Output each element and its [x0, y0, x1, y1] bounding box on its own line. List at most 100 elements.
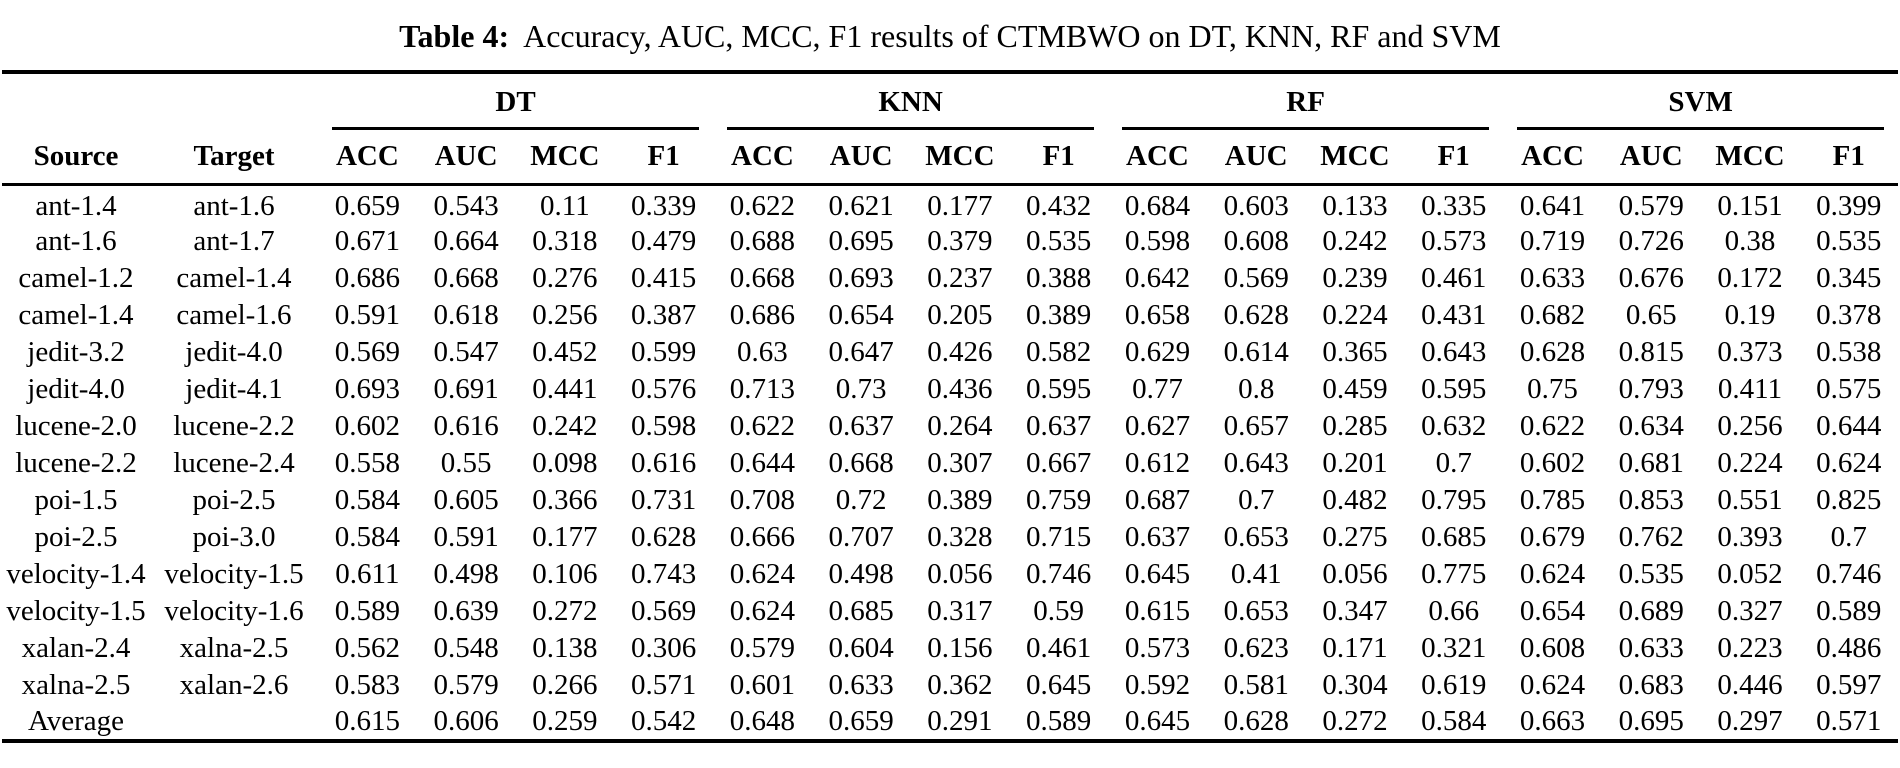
value-cell: 0.582: [1026, 335, 1092, 368]
value-cell: 0.321: [1421, 631, 1487, 664]
column-header-svm-f1: F1: [1799, 130, 1899, 186]
target-cell: jedit-4.1: [185, 372, 283, 405]
column-header-rf-acc: ACC: [1108, 130, 1207, 186]
value-cell: 0.611: [335, 557, 400, 590]
value-cell: 0.411: [1717, 372, 1783, 405]
value-cell: 0.628: [1223, 298, 1289, 331]
value-cell: 0.602: [334, 409, 400, 442]
value-cell: 0.304: [1322, 668, 1388, 701]
value-cell: 0.684: [1124, 189, 1191, 222]
target-cell: velocity-1.6: [164, 594, 304, 627]
value-cell: 0.595: [1026, 372, 1092, 405]
value-cell: 0.666: [729, 520, 796, 553]
value-cell: 0.589: [1816, 594, 1882, 627]
value-cell: 0.573: [1421, 224, 1487, 257]
table-caption: Table 4: Accuracy, AUC, MCC, F1 results …: [0, 0, 1900, 70]
value-cell: 0.256: [1717, 409, 1783, 442]
value-cell: 0.653: [1223, 594, 1289, 627]
value-cell: 0.558: [334, 446, 400, 479]
value-cell: 0.676: [1618, 261, 1684, 294]
value-cell: 0.681: [1618, 446, 1684, 479]
value-cell: 0.373: [1717, 335, 1783, 368]
target-cell: camel-1.4: [176, 261, 292, 294]
value-cell: 0.551: [1717, 483, 1783, 516]
value-cell: 0.589: [1026, 704, 1092, 737]
value-cell: 0.668: [433, 261, 499, 294]
value-cell: 0.708: [729, 483, 796, 516]
value-cell: 0.75: [1527, 372, 1578, 405]
value-cell: 0.759: [1026, 483, 1092, 516]
value-cell: 0.604: [828, 631, 894, 664]
value-cell: 0.328: [927, 520, 993, 553]
value-cell: 0.8: [1238, 372, 1275, 405]
value-cell: 0.622: [729, 409, 796, 442]
value-cell: 0.452: [532, 335, 598, 368]
value-cell: 0.629: [1124, 335, 1191, 368]
value-cell: 0.307: [927, 446, 993, 479]
value-cell: 0.535: [1026, 224, 1092, 257]
value-cell: 0.224: [1717, 446, 1783, 479]
value-cell: 0.715: [1026, 520, 1092, 553]
value-cell: 0.795: [1421, 483, 1487, 516]
value-cell: 0.584: [334, 520, 400, 553]
value-cell: 0.569: [631, 594, 697, 627]
value-cell: 0.682: [1519, 298, 1586, 331]
column-header-target: Target: [150, 130, 318, 186]
value-cell: 0.387: [631, 298, 697, 331]
value-cell: 0.73: [835, 372, 887, 405]
value-cell: 0.726: [1618, 224, 1684, 257]
value-cell: 0.291: [927, 704, 993, 737]
column-header-source: Source: [2, 130, 150, 186]
value-cell: 0.628: [1519, 335, 1586, 368]
value-cell: 0.623: [1223, 631, 1289, 664]
value-cell: 0.688: [729, 224, 796, 257]
value-cell: 0.644: [1816, 409, 1882, 442]
value-cell: 0.685: [1421, 520, 1487, 553]
value-cell: 0.633: [1618, 631, 1684, 664]
value-cell: 0.399: [1816, 189, 1882, 222]
value-cell: 0.624: [1816, 446, 1882, 479]
value-cell: 0.632: [1421, 409, 1487, 442]
group-header-spacer: [2, 72, 318, 130]
value-cell: 0.645: [1026, 668, 1092, 701]
value-cell: 0.621: [828, 189, 894, 222]
value-cell: 0.614: [1223, 335, 1289, 368]
value-cell: 0.743: [631, 557, 697, 590]
value-cell: 0.19: [1724, 298, 1776, 331]
value-cell: 0.713: [729, 372, 796, 405]
value-cell: 0.624: [1519, 668, 1586, 701]
value-cell: 0.264: [927, 409, 993, 442]
value-cell: 0.266: [532, 668, 598, 701]
value-cell: 0.7: [1435, 446, 1472, 479]
value-cell: 0.615: [334, 704, 400, 737]
value-cell: 0.825: [1816, 483, 1882, 516]
value-cell: 0.633: [828, 668, 894, 701]
value-cell: 0.415: [631, 261, 697, 294]
value-cell: 0.579: [1618, 189, 1684, 222]
source-cell: camel-1.2: [18, 261, 134, 294]
value-cell: 0.056: [927, 557, 993, 590]
value-cell: 0.668: [828, 446, 894, 479]
value-cell: 0.575: [1816, 372, 1882, 405]
value-cell: 0.63: [737, 335, 788, 368]
value-cell: 0.259: [532, 704, 598, 737]
value-cell: 0.379: [927, 224, 993, 257]
value-cell: 0.686: [334, 261, 400, 294]
value-cell: 0.201: [1322, 446, 1388, 479]
value-cell: 0.242: [1322, 224, 1388, 257]
value-cell: 0.106: [532, 557, 598, 590]
value-cell: 0.654: [828, 298, 894, 331]
value-cell: 0.275: [1322, 520, 1388, 553]
value-cell: 0.436: [927, 372, 993, 405]
value-cell: 0.659: [334, 189, 400, 222]
source-cell: poi-2.5: [34, 520, 118, 553]
value-cell: 0.687: [1124, 483, 1191, 516]
value-cell: 0.853: [1618, 483, 1684, 516]
column-header-dt-mcc: MCC: [515, 130, 615, 186]
value-cell: 0.569: [1223, 261, 1289, 294]
value-cell: 0.538: [1816, 335, 1882, 368]
table-caption-text: Accuracy, AUC, MCC, F1 results of CTMBWO…: [523, 17, 1501, 54]
column-header-svm-auc: AUC: [1601, 130, 1701, 186]
value-cell: 0.686: [729, 298, 796, 331]
target-cell: [150, 704, 318, 741]
